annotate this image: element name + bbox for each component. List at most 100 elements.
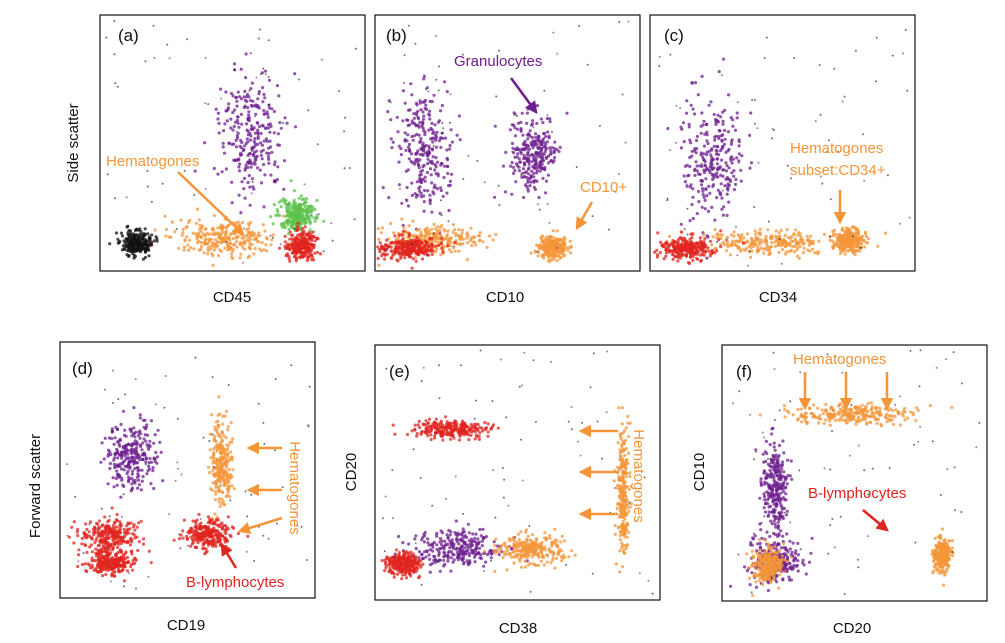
scatter-point (445, 90, 449, 94)
scatter-point (530, 123, 534, 127)
scatter-point (508, 128, 512, 132)
scatter-point (146, 247, 150, 251)
scatter-point (688, 138, 692, 142)
scatter-point (257, 231, 261, 235)
scatter-point (426, 157, 430, 161)
scatter-point (495, 95, 498, 98)
scatter-point (220, 438, 224, 442)
scatter-point (223, 483, 227, 487)
scatter-point (423, 106, 427, 110)
scatter-point (147, 467, 152, 471)
scatter-point (226, 428, 230, 432)
scatter-point (796, 233, 800, 237)
scatter-point (207, 237, 211, 241)
scatter-point (85, 550, 89, 555)
scatter-point (525, 184, 529, 189)
scatter-point (207, 540, 211, 544)
scatter-point (186, 38, 189, 41)
scatter-point (164, 227, 168, 231)
scatter-point (553, 156, 557, 160)
scatter-point (397, 233, 401, 237)
scatter-point (348, 167, 351, 169)
scatter-point (195, 241, 200, 245)
scatter-point (401, 119, 405, 123)
scatter-point (103, 436, 107, 440)
scatter-point (291, 246, 295, 250)
scatter-point (834, 232, 838, 236)
scatter-point (193, 193, 196, 196)
scatter-point (268, 130, 272, 134)
scatter-point (667, 250, 671, 254)
scatter-point (219, 249, 223, 253)
scatter-point (427, 253, 431, 257)
scatter-point (549, 253, 553, 257)
scatter-point (716, 113, 720, 117)
scatter-point (791, 245, 795, 249)
scatter-point (429, 173, 433, 177)
scatter-point (134, 461, 138, 465)
scatter-point (72, 541, 76, 545)
scatter-point (229, 420, 233, 425)
scatter-point (529, 180, 533, 184)
scatter-point (453, 245, 456, 248)
scatter-point (794, 228, 798, 232)
scatter-point (426, 189, 430, 193)
scatter-point (166, 43, 169, 46)
scatter-point (743, 248, 748, 252)
scatter-point (693, 81, 698, 85)
scatter-point (252, 252, 256, 256)
scatter-point (683, 248, 687, 252)
scatter-point (796, 242, 801, 246)
scatter-point (435, 230, 439, 235)
scatter-point (671, 257, 675, 261)
scatter-point (406, 118, 410, 122)
scatter-point (292, 189, 296, 193)
scatter-point (262, 112, 266, 116)
scatter-point (717, 235, 721, 239)
scatter-point (686, 207, 689, 210)
scatter-point (421, 122, 425, 126)
scatter-point (239, 211, 243, 215)
scatter-point (141, 441, 145, 445)
scatter-point (122, 579, 127, 583)
scatter-point (104, 527, 108, 531)
scatter-point (787, 250, 791, 254)
scatter-point (787, 242, 791, 246)
scatter-point (806, 248, 810, 252)
scatter-point (172, 538, 176, 542)
scatter-point (843, 95, 846, 98)
scatter-point (252, 187, 256, 191)
scatter-point (817, 239, 821, 243)
scatter-point (126, 448, 130, 452)
scatter-point (720, 207, 724, 211)
scatter-point (151, 466, 155, 470)
scatter-point (127, 477, 131, 481)
scatter-point (691, 107, 695, 111)
scatter-point (403, 131, 407, 135)
scatter-point (106, 173, 109, 176)
scatter-point (861, 238, 865, 243)
scatter-point (279, 205, 283, 209)
scatter-point (250, 192, 253, 195)
scatter-point (293, 72, 297, 76)
scatter-point (673, 255, 678, 259)
scatter-point (796, 254, 800, 258)
scatter-point (243, 104, 247, 108)
scatter-point (439, 109, 443, 113)
scatter-point (719, 149, 723, 153)
scatter-point (460, 231, 464, 235)
scatter-point (289, 246, 293, 250)
scatter-point (491, 238, 495, 242)
scatter-point (137, 521, 141, 525)
scatter-point (513, 126, 517, 130)
scatter-point (237, 157, 241, 161)
scatter-point (392, 231, 396, 235)
scatter-point (185, 224, 189, 229)
scatter-point (703, 160, 707, 164)
scatter-point (442, 164, 447, 168)
scatter-point (714, 152, 719, 156)
scatter-point (217, 488, 221, 492)
scatter-point (433, 163, 437, 167)
scatter-point (394, 250, 398, 254)
scatter-point (267, 39, 270, 42)
